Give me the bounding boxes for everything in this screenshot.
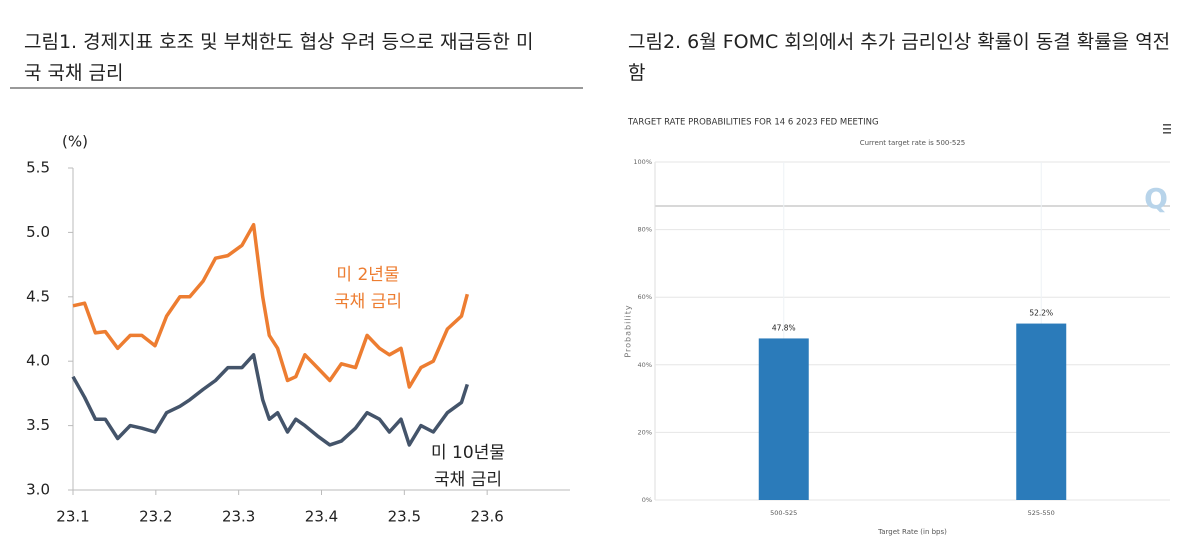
y-tick-label: 3.0 (26, 481, 50, 499)
y-tick-label: 4.5 (26, 287, 50, 305)
y-tick-label: 20% (638, 428, 652, 436)
y-tick-label: 80% (638, 226, 652, 234)
series-label: 미 2년물 국채 금리 (334, 265, 402, 312)
x-tick-label: 23.1 (56, 508, 89, 526)
watermark-icon: Q (1144, 182, 1168, 215)
chart-subtitle: Current target rate is 500-525 (860, 139, 966, 147)
bar (1016, 323, 1067, 500)
y-tick-label: 5.5 (26, 159, 50, 177)
y-tick-label: 5.0 (26, 223, 50, 241)
series-label: 미 10년물 국채 금리 (431, 443, 505, 490)
x-axis-title: Target Rate (in bps) (877, 528, 947, 536)
figure-caption: 그림1. 경제지표 호조 및 부채한도 협상 우려 등으로 재급등한 미국 국채… (24, 31, 534, 84)
value-label: 52.2% (1029, 309, 1053, 318)
x-tick-label: 23.4 (305, 508, 338, 526)
x-tick-label: 23.5 (388, 508, 421, 526)
y-axis-title: Probability (624, 304, 633, 357)
y-tick-label: 40% (638, 361, 652, 369)
y-unit: (%) (62, 133, 88, 151)
menu-bar (1163, 132, 1171, 134)
chart-title: TARGET RATE PROBABILITIES FOR 14 6 2023 … (627, 118, 879, 128)
y-tick-label: 3.5 (26, 416, 50, 434)
x-tick-label: 500-525 (770, 509, 797, 517)
x-tick-label: 23.3 (222, 508, 255, 526)
x-tick-label: 23.6 (470, 508, 503, 526)
y-tick-label: 0% (642, 496, 652, 504)
bar (758, 338, 809, 500)
menu-bar (1163, 128, 1171, 130)
value-label: 47.8% (772, 323, 796, 332)
y-tick-label: 60% (638, 293, 652, 301)
menu-bar (1163, 124, 1171, 126)
menu-icon[interactable] (1163, 124, 1171, 134)
x-tick-label: 23.2 (139, 508, 172, 526)
line-series (71, 353, 469, 447)
line-series (72, 222, 469, 389)
y-tick-label: 4.0 (26, 352, 50, 370)
x-tick-label: 525-550 (1028, 509, 1055, 517)
y-tick-label: 100% (633, 158, 652, 166)
figure-caption: 그림2. 6월 FOMC 회의에서 추가 금리인상 확률이 동결 확률을 역전함 (628, 31, 1171, 84)
